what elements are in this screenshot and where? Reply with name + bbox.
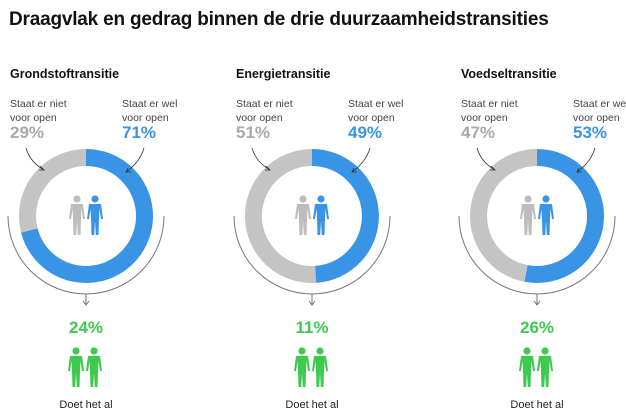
person-green-icon <box>68 347 84 387</box>
person-blue-icon <box>313 195 329 235</box>
donut-slice-open <box>311 149 379 283</box>
open-label: Staat er wel voor open <box>348 98 404 124</box>
person-green-icon <box>294 347 310 387</box>
person-gray-icon <box>295 195 311 235</box>
donut-slice-not-open <box>244 149 317 283</box>
arrow-not-open <box>25 147 45 171</box>
donut-slice-open <box>21 149 153 283</box>
transition-column: Energietransitie Staat er niet voor open… <box>226 0 426 417</box>
person-gray-icon <box>520 195 536 235</box>
donut-chart <box>458 147 616 387</box>
person-gray-icon <box>69 195 85 235</box>
arrow-not-open <box>476 147 496 171</box>
doing-percentage: 11% <box>295 318 329 337</box>
transition-heading: Grondstoftransitie <box>10 67 120 81</box>
arrow-not-open <box>251 147 271 171</box>
not-open-label: Staat er niet voor open <box>10 98 67 124</box>
transition-column: Grondstoftransitie Staat er niet voor op… <box>0 0 200 417</box>
not-open-label: Staat er niet voor open <box>236 98 293 124</box>
arrow-open <box>576 147 596 173</box>
person-blue-icon <box>87 195 103 235</box>
open-label: Staat er wel voor open <box>122 98 178 124</box>
not-open-percentage: 47% <box>461 123 496 142</box>
arrow-open <box>351 147 371 173</box>
doing-percentage: 24% <box>68 318 104 337</box>
person-green-icon <box>537 347 553 387</box>
person-green-icon <box>312 347 328 387</box>
doing-percentage: 26% <box>519 318 555 337</box>
transition-column: Voedseltransitie Staat er niet voor open… <box>451 0 626 417</box>
open-percentage: 53% <box>573 123 608 142</box>
doing-label: Doet het al <box>285 399 339 411</box>
not-open-percentage: 29% <box>10 123 45 142</box>
donut-chart <box>233 147 391 387</box>
doing-label: Doet het al <box>59 399 113 411</box>
person-green-icon <box>86 347 102 387</box>
arrow-head-icon <box>308 300 316 306</box>
person-green-icon <box>519 347 535 387</box>
donut-slice-not-open <box>470 149 538 282</box>
transition-heading: Voedseltransitie <box>461 67 557 81</box>
donut-slice-open <box>524 149 604 283</box>
arrow-head-icon <box>125 167 131 173</box>
doing-label: Doet het al <box>510 399 564 411</box>
arrow-head-icon <box>533 300 541 306</box>
not-open-percentage: 51% <box>236 123 271 142</box>
person-blue-icon <box>538 195 554 235</box>
arrow-head-icon <box>490 165 496 171</box>
arrow-open <box>125 147 145 173</box>
arrow-head-icon <box>265 165 271 171</box>
open-label: Staat er wel voor open <box>573 98 626 124</box>
arrow-head-icon <box>576 167 582 173</box>
arrow-head-icon <box>39 165 45 171</box>
donut-slice-not-open <box>19 149 87 233</box>
open-percentage: 71% <box>122 123 157 142</box>
arrow-head-icon <box>82 300 90 306</box>
not-open-label: Staat er niet voor open <box>461 98 518 124</box>
transition-heading: Energietransitie <box>236 67 331 81</box>
arrow-head-icon <box>351 167 357 173</box>
open-percentage: 49% <box>348 123 383 142</box>
donut-chart <box>7 147 165 387</box>
page-title: Draagvlak en gedrag binnen de drie duurz… <box>9 9 549 30</box>
